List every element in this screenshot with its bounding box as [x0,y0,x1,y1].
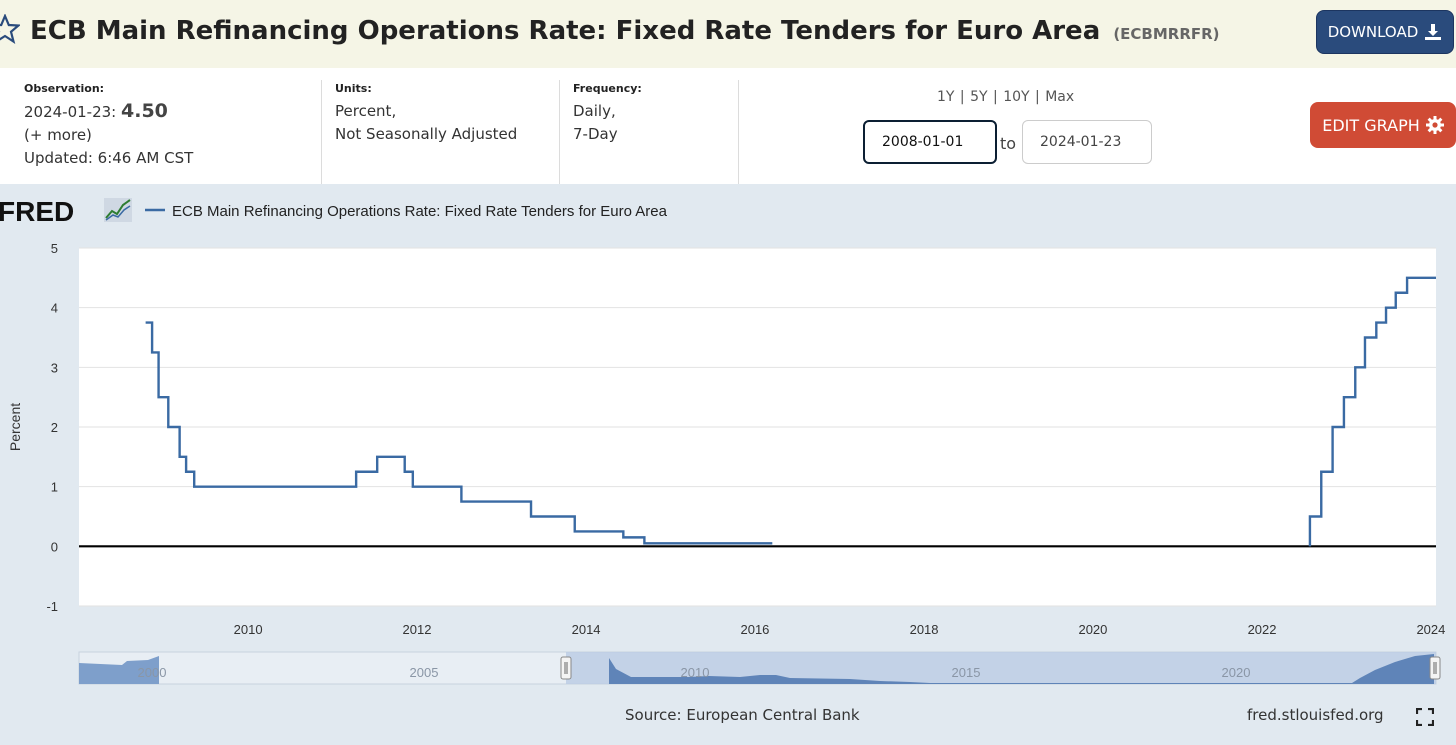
y-tick-label: 0 [51,539,58,554]
x-tick-label: 2014 [572,622,601,637]
navigator-labels: 2000 2005 2010 2015 2020 [138,665,1251,680]
y-tick-label: 1 [51,480,58,495]
navigator-label: 2000 [138,665,167,680]
y-axis: -1 0 1 2 3 4 5 [46,241,58,614]
more-link[interactable]: (+ more) [24,126,92,144]
navigator-label: 2005 [410,665,439,680]
units-line-1: Percent, [335,102,397,120]
range-1y[interactable]: 1Y [937,89,955,105]
edit-graph-label: EDIT GRAPH [1322,115,1420,135]
divider [738,80,739,184]
info-bar: Observation: 2024-01-23: 4.50 (+ more) U… [0,68,1456,184]
site-link[interactable]: fred.stlouisfed.org [1247,706,1384,724]
frequency-block: Frequency: Daily, 7-Day [573,82,642,146]
navigator-handle-left[interactable] [560,656,572,680]
y-tick-label: 2 [51,420,58,435]
fred-graph-icon [104,198,132,222]
star-icon[interactable] [0,14,20,44]
series-title: ECB Main Refinancing Operations Rate: Fi… [30,16,1220,46]
x-tick-label: 2012 [403,622,432,637]
divider [321,80,322,184]
divider [559,80,560,184]
title-bar: ECB Main Refinancing Operations Rate: Fi… [0,0,1456,68]
observation-block: Observation: 2024-01-23: 4.50 (+ more) U… [24,82,193,170]
observation-line: 2024-01-23: 4.50 [24,100,193,124]
y-tick-label: -1 [46,599,58,614]
observation-date: 2024-01-23: [24,103,117,121]
end-date-input[interactable]: 2024-01-23 [1022,120,1152,164]
range-5y[interactable]: 5Y [970,89,988,105]
range-10y[interactable]: 10Y [1003,89,1030,105]
x-tick-label: 2016 [740,622,769,637]
frequency-line-2: 7-Day [573,125,618,143]
x-axis: 2010 2012 2014 2016 2018 2020 2022 2024 [234,622,1446,637]
navigator-handle-right[interactable] [1429,656,1441,680]
navigator-mini-series [79,656,159,684]
units-label: Units: [335,82,372,95]
fullscreen-icon[interactable] [1416,708,1434,726]
series-line [145,276,1436,547]
download-button[interactable]: DOWNLOAD [1316,10,1454,54]
y-axis-label: Percent [7,403,23,451]
x-tick-label: 2022 [1248,622,1277,637]
navigator-label: 2015 [952,665,981,680]
frequency-label: Frequency: [573,82,642,95]
series-title-text: ECB Main Refinancing Operations Rate: Fi… [30,16,1101,46]
x-tick-label: 2024 [1416,622,1445,637]
x-tick-label: 2020 [1078,622,1107,637]
observation-value: 4.50 [121,100,168,122]
download-icon [1425,24,1442,40]
navigator-label: 2010 [681,665,710,680]
navigator-mini-series [609,654,1434,684]
range-max[interactable]: Max [1045,89,1075,105]
x-tick-label: 2010 [234,622,263,637]
series-code: (ECBMRRFR) [1113,25,1220,43]
units-line-2: Not Seasonally Adjusted [335,125,518,143]
x-tick-label: 2018 [910,622,939,637]
y-tick-label: 4 [51,301,58,316]
frequency-line-1: Daily, [573,102,616,120]
observation-label: Observation: [24,82,105,95]
units-block: Units: Percent, Not Seasonally Adjusted [335,82,517,146]
range-selector: 1Y | 5Y | 10Y | Max [937,89,1075,105]
legend-label: ECB Main Refinancing Operations Rate: Fi… [172,203,668,220]
download-label: DOWNLOAD [1327,23,1419,41]
y-tick-label: 5 [51,241,58,256]
source-text: Source: European Central Bank [625,706,860,724]
y-tick-label: 3 [51,360,58,375]
navigator-label: 2020 [1222,665,1251,680]
updated-text: Updated: 6:46 AM CST [24,149,194,167]
gear-icon [1425,116,1444,134]
fred-logo[interactable]: FRED [0,196,74,227]
edit-graph-button[interactable]: EDIT GRAPH [1310,102,1456,148]
start-date-input[interactable]: 2008-01-01 [863,120,997,164]
range-navigator[interactable]: 2000 2005 2010 2015 2020 [78,651,1441,685]
to-label: to [1000,134,1017,153]
